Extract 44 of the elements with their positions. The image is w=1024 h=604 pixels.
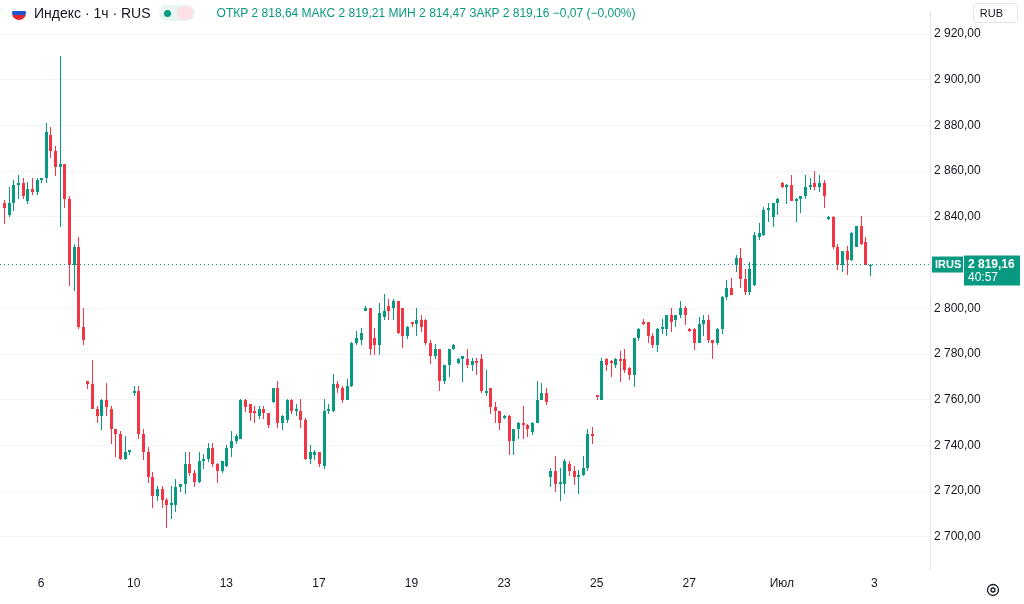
y-tick-label: 2 720,00 — [934, 483, 982, 498]
candlestick — [785, 184, 788, 204]
x-tick-label: 13 — [219, 575, 234, 590]
y-tick-label: 2 840,00 — [934, 209, 982, 224]
x-tick-label: 25 — [590, 575, 604, 590]
candlestick — [17, 175, 20, 199]
x-tick-label: 3 — [871, 575, 879, 590]
y-tick-label: 2 700,00 — [934, 529, 982, 544]
x-tick-label: 27 — [682, 575, 697, 590]
y-tick-label: 2 760,00 — [934, 392, 982, 407]
x-tick-label: 23 — [497, 575, 512, 590]
chart-subtitle: ОТКР 2 818,64 МАКС 2 819,21 МИН 2 814,47 ЗАКР 2 819,16 −0,07 (−0,00%) — [216, 6, 636, 20]
y-tick-label: 2 780,00 — [934, 346, 982, 361]
candlestick — [619, 351, 622, 382]
y-tick-label: 2 860,00 — [934, 163, 982, 178]
y-tick-label: 2 740,00 — [934, 437, 982, 452]
x-tick-label: 17 — [312, 575, 326, 590]
x-tick-label: 10 — [127, 575, 141, 590]
candlestick — [253, 406, 256, 423]
candlestick — [485, 370, 488, 396]
candlestick — [522, 406, 525, 439]
candlestick — [661, 319, 664, 334]
y-tick-label: 2 800,00 — [934, 300, 982, 315]
candlestick — [415, 308, 418, 336]
candlestick — [461, 356, 464, 382]
candlestick — [202, 454, 205, 469]
x-tick-label: 6 — [37, 575, 45, 590]
candlestick — [591, 427, 594, 444]
x-tick-label: Июл — [769, 575, 795, 590]
candlestick — [610, 360, 613, 377]
y-tick-label: 2 920,00 — [934, 26, 982, 41]
text: RUB — [972, 3, 1018, 23]
y-tick-label: 2 880,00 — [934, 117, 982, 132]
y-tick-label: 2 900,00 — [934, 72, 982, 87]
candlestick — [767, 203, 770, 222]
chart-title: Индекс · 1ч · RUS — [34, 5, 151, 21]
candlestick — [795, 198, 798, 222]
candlestick — [577, 470, 580, 494]
text: 40:57 — [968, 269, 999, 284]
x-tick-label: 19 — [404, 575, 419, 590]
candlestick — [59, 56, 62, 227]
text: IRUS — [935, 257, 962, 270]
ref-line-label: 2 819,16 — [968, 256, 1016, 271]
candlestick — [475, 358, 478, 375]
